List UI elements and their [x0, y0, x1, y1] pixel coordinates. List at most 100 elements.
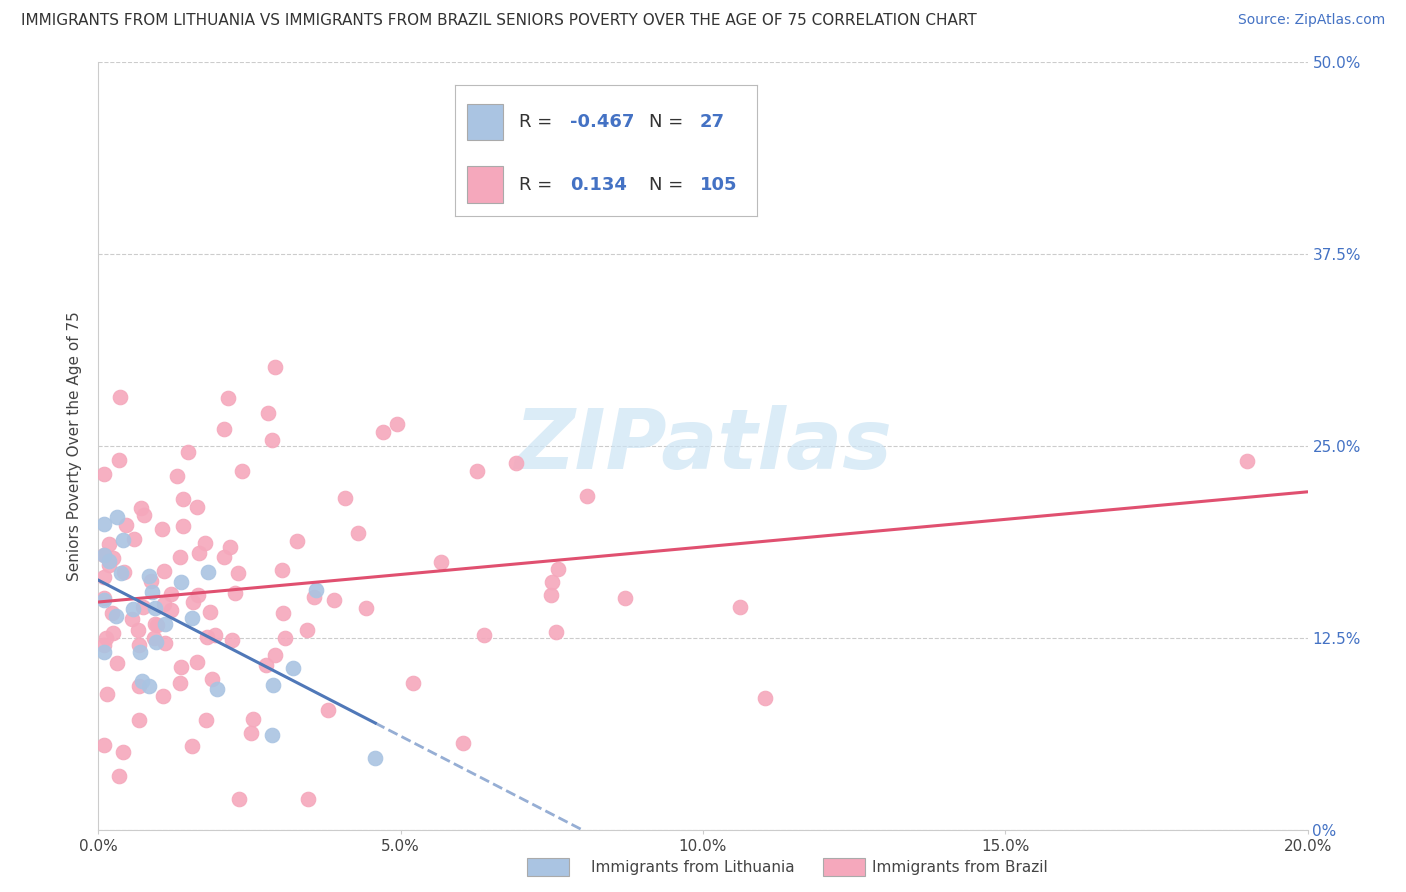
Point: [128, 679, 150, 693]
Point: [112, 533, 135, 548]
Point: [262, 728, 284, 742]
Point: [93, 645, 115, 659]
Point: [260, 434, 283, 448]
Point: [271, 563, 294, 577]
Y-axis label: Seniors Poverty Over the Age of 75: Seniors Poverty Over the Age of 75: [67, 311, 83, 581]
Point: [160, 587, 183, 601]
Point: [302, 590, 325, 604]
Point: [262, 678, 284, 692]
Point: [187, 588, 209, 602]
Point: [180, 611, 202, 625]
Point: [152, 690, 174, 704]
Point: [385, 417, 408, 431]
Text: ZIPatlas: ZIPatlas: [515, 406, 891, 486]
Point: [754, 691, 776, 706]
Text: Source: ZipAtlas.com: Source: ZipAtlas.com: [1237, 13, 1385, 28]
Point: [93, 467, 115, 482]
Point: [143, 616, 166, 631]
Point: [297, 623, 319, 637]
Point: [169, 549, 191, 564]
Point: [115, 518, 138, 533]
Point: [346, 525, 368, 540]
Point: [172, 491, 194, 506]
Point: [108, 390, 131, 404]
Point: [205, 681, 228, 696]
Point: [228, 792, 250, 806]
Point: [305, 583, 328, 598]
Point: [93, 738, 115, 752]
Point: [177, 444, 200, 458]
Point: [121, 611, 143, 625]
Point: [146, 618, 169, 632]
Point: [333, 491, 356, 505]
Point: [139, 574, 162, 588]
Point: [141, 585, 163, 599]
Point: [98, 537, 121, 551]
Text: Immigrants from Brazil: Immigrants from Brazil: [872, 860, 1047, 874]
Point: [127, 623, 149, 637]
Point: [402, 676, 425, 690]
Point: [93, 591, 115, 606]
Point: [197, 630, 219, 644]
Point: [254, 658, 277, 673]
Point: [153, 636, 176, 650]
Point: [105, 656, 128, 670]
Text: IMMIGRANTS FROM LITHUANIA VS IMMIGRANTS FROM BRAZIL SENIORS POVERTY OVER THE AGE: IMMIGRANTS FROM LITHUANIA VS IMMIGRANTS …: [21, 13, 977, 29]
Point: [170, 575, 193, 590]
Point: [224, 585, 246, 599]
Point: [181, 739, 204, 753]
Point: [94, 631, 117, 645]
Point: [93, 593, 115, 607]
Point: [228, 566, 250, 581]
Point: [103, 625, 125, 640]
Point: [194, 713, 217, 727]
Point: [150, 522, 173, 536]
Point: [316, 703, 339, 717]
Point: [108, 453, 131, 467]
Point: [1236, 454, 1258, 468]
Point: [371, 425, 394, 440]
Point: [132, 600, 155, 615]
Point: [285, 533, 308, 548]
Point: [128, 638, 150, 652]
Point: [274, 631, 297, 645]
Point: [613, 591, 636, 606]
Point: [112, 565, 135, 579]
Point: [541, 575, 564, 590]
Point: [547, 562, 569, 576]
Point: [323, 592, 346, 607]
Point: [96, 688, 118, 702]
Point: [240, 726, 263, 740]
Point: [194, 536, 217, 550]
Point: [138, 569, 160, 583]
Point: [153, 597, 176, 611]
Point: [107, 509, 129, 524]
Point: [93, 517, 115, 532]
Point: [110, 566, 132, 580]
Point: [172, 519, 194, 533]
Point: [472, 627, 495, 641]
Point: [166, 469, 188, 483]
Point: [231, 464, 253, 478]
Point: [264, 359, 287, 374]
Point: [169, 660, 191, 674]
Point: [97, 554, 120, 568]
Point: [153, 564, 176, 578]
Point: [131, 673, 153, 688]
Text: Immigrants from Lithuania: Immigrants from Lithuania: [591, 860, 794, 874]
Point: [186, 500, 208, 515]
Point: [354, 601, 377, 615]
Point: [160, 603, 183, 617]
Point: [212, 422, 235, 436]
Point: [221, 633, 243, 648]
Point: [465, 465, 488, 479]
Point: [242, 712, 264, 726]
Point: [112, 745, 135, 759]
Point: [97, 558, 120, 572]
Point: [273, 607, 295, 621]
Point: [93, 569, 115, 583]
Point: [129, 645, 152, 659]
Point: [122, 601, 145, 615]
Point: [728, 600, 751, 615]
Point: [186, 656, 208, 670]
